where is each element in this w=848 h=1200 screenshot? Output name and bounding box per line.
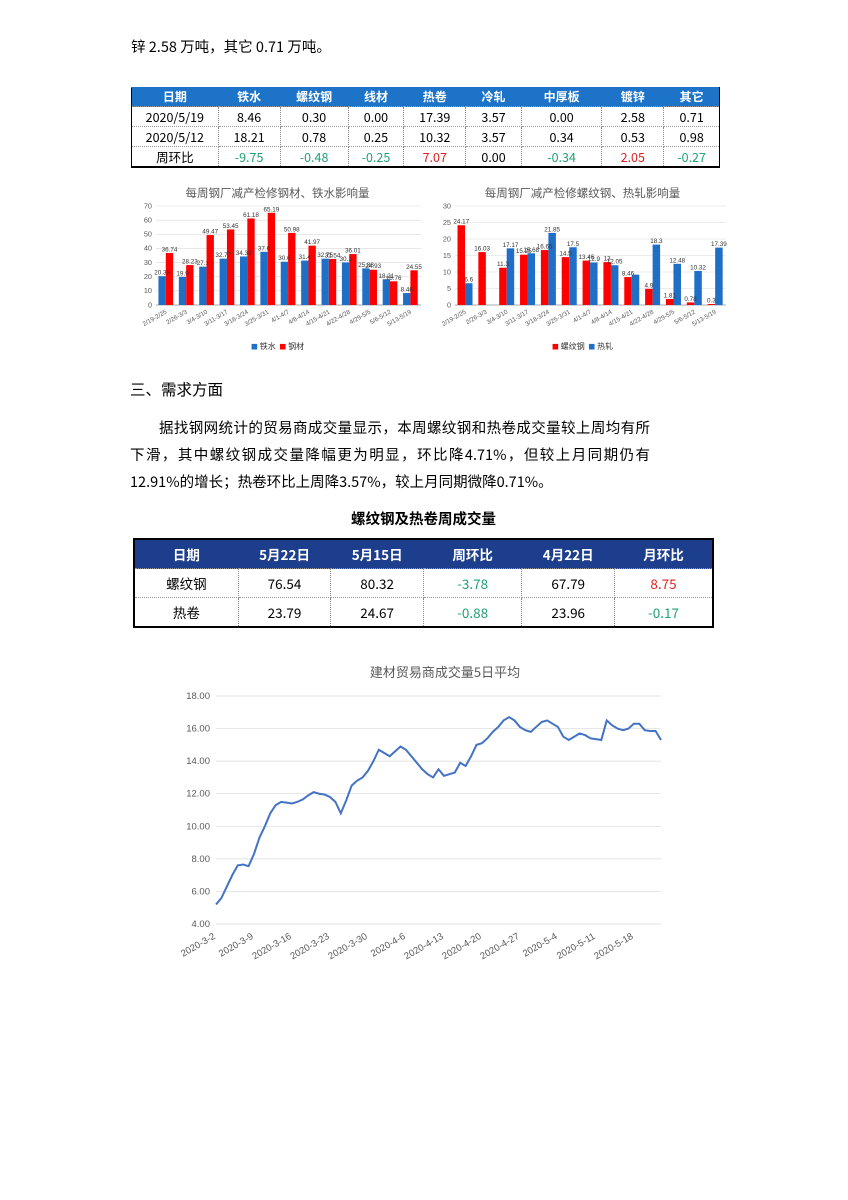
svg-text:2020-4-6: 2020-4-6 [369,931,407,960]
svg-text:18.3: 18.3 [650,238,663,245]
svg-text:2020-3-16: 2020-3-16 [250,931,293,962]
svg-text:2/19-2/25: 2/19-2/25 [441,308,468,328]
svg-text:32.77: 32.77 [215,252,231,259]
svg-text:36.74: 36.74 [162,247,178,254]
svg-text:70: 70 [144,201,152,210]
svg-text:0: 0 [447,300,451,309]
svg-text:2/19-2/25: 2/19-2/25 [142,308,169,328]
svg-text:4.00: 4.00 [192,919,211,930]
svg-text:34.33: 34.33 [236,250,252,257]
svg-text:10: 10 [443,267,451,276]
svg-text:16.00: 16.00 [186,724,210,735]
svg-text:4/29-5/5: 4/29-5/5 [349,308,373,326]
svg-text:20: 20 [443,234,451,243]
svg-text:27.1: 27.1 [197,260,210,267]
svg-text:60: 60 [144,215,152,224]
svg-text:10.32: 10.32 [690,264,706,271]
svg-text:2/26-3/3: 2/26-3/3 [165,308,189,326]
svg-text:8.00: 8.00 [192,854,211,865]
svg-text:4/29-5/5: 4/29-5/5 [652,308,676,326]
svg-text:30.6: 30.6 [278,255,291,262]
svg-text:12.05: 12.05 [607,259,623,266]
svg-text:2/26-3/3: 2/26-3/3 [465,308,489,326]
svg-text:16.76: 16.76 [386,275,402,282]
svg-text:20.38: 20.38 [154,270,170,277]
svg-text:10: 10 [144,286,152,295]
svg-text:12.00: 12.00 [186,789,210,800]
svg-text:24.17: 24.17 [453,219,469,226]
svg-text:3/25-3/31: 3/25-3/31 [545,308,572,328]
svg-text:8.46: 8.46 [401,287,414,294]
svg-text:30: 30 [443,201,451,210]
svg-text:2020-5-11: 2020-5-11 [555,931,597,962]
svg-text:5: 5 [447,284,451,293]
svg-text:50.98: 50.98 [284,226,300,233]
svg-text:2020-4-27: 2020-4-27 [478,931,521,962]
svg-text:2020-3-23: 2020-3-23 [288,931,331,962]
svg-text:41.97: 41.97 [304,239,320,246]
svg-text:15: 15 [443,251,451,260]
svg-text:30: 30 [144,258,152,267]
svg-text:2020-3-30: 2020-3-30 [326,931,369,962]
svg-text:65.19: 65.19 [263,206,279,213]
svg-text:5/13-5/19: 5/13-5/19 [691,308,718,328]
svg-text:53.45: 53.45 [223,223,239,230]
svg-text:0.78: 0.78 [684,296,697,303]
svg-text:30.1: 30.1 [339,256,352,263]
svg-text:20: 20 [144,272,152,281]
svg-text:12.9: 12.9 [588,256,601,263]
svg-text:49.47: 49.47 [202,229,218,236]
svg-text:11.3: 11.3 [497,261,509,268]
svg-text:4/22-4/28: 4/22-4/28 [628,308,655,328]
svg-text:10.00: 10.00 [186,821,210,832]
svg-text:6.6: 6.6 [464,277,473,284]
svg-text:4.9: 4.9 [644,282,653,289]
svg-text:6.00: 6.00 [192,886,211,897]
svg-text:61.18: 61.18 [243,212,259,219]
svg-text:1.81: 1.81 [664,293,677,300]
svg-text:14.5: 14.5 [559,251,572,258]
svg-text:0: 0 [148,300,152,309]
svg-text:40: 40 [144,244,152,253]
svg-text:2020-4-20: 2020-4-20 [440,931,483,962]
svg-text:2020-5-18: 2020-5-18 [592,931,635,962]
svg-text:14.00: 14.00 [186,756,210,767]
svg-text:2020-4-13: 2020-4-13 [402,931,445,962]
svg-text:24.93: 24.93 [365,263,381,270]
svg-text:8.46: 8.46 [622,271,635,278]
svg-text:16.03: 16.03 [474,246,490,253]
svg-text:25: 25 [443,218,451,227]
svg-text:18.00: 18.00 [186,691,210,702]
svg-text:31.4: 31.4 [299,254,312,261]
svg-text:2020-3-2: 2020-3-2 [179,931,217,960]
svg-text:17.5: 17.5 [567,241,580,248]
svg-text:2020-5-4: 2020-5-4 [521,931,559,960]
svg-text:12.48: 12.48 [669,257,685,264]
svg-text:17.39: 17.39 [711,241,727,248]
svg-text:50: 50 [144,230,152,239]
svg-text:24.55: 24.55 [406,264,422,271]
svg-text:16.65: 16.65 [537,244,553,251]
svg-text:21.85: 21.85 [544,226,560,233]
svg-text:37.6: 37.6 [258,245,271,252]
svg-text:2020-3-9: 2020-3-9 [217,931,255,960]
svg-text:0.3: 0.3 [707,298,716,305]
svg-text:36.01: 36.01 [345,248,361,255]
svg-text:19.9: 19.9 [176,270,189,277]
